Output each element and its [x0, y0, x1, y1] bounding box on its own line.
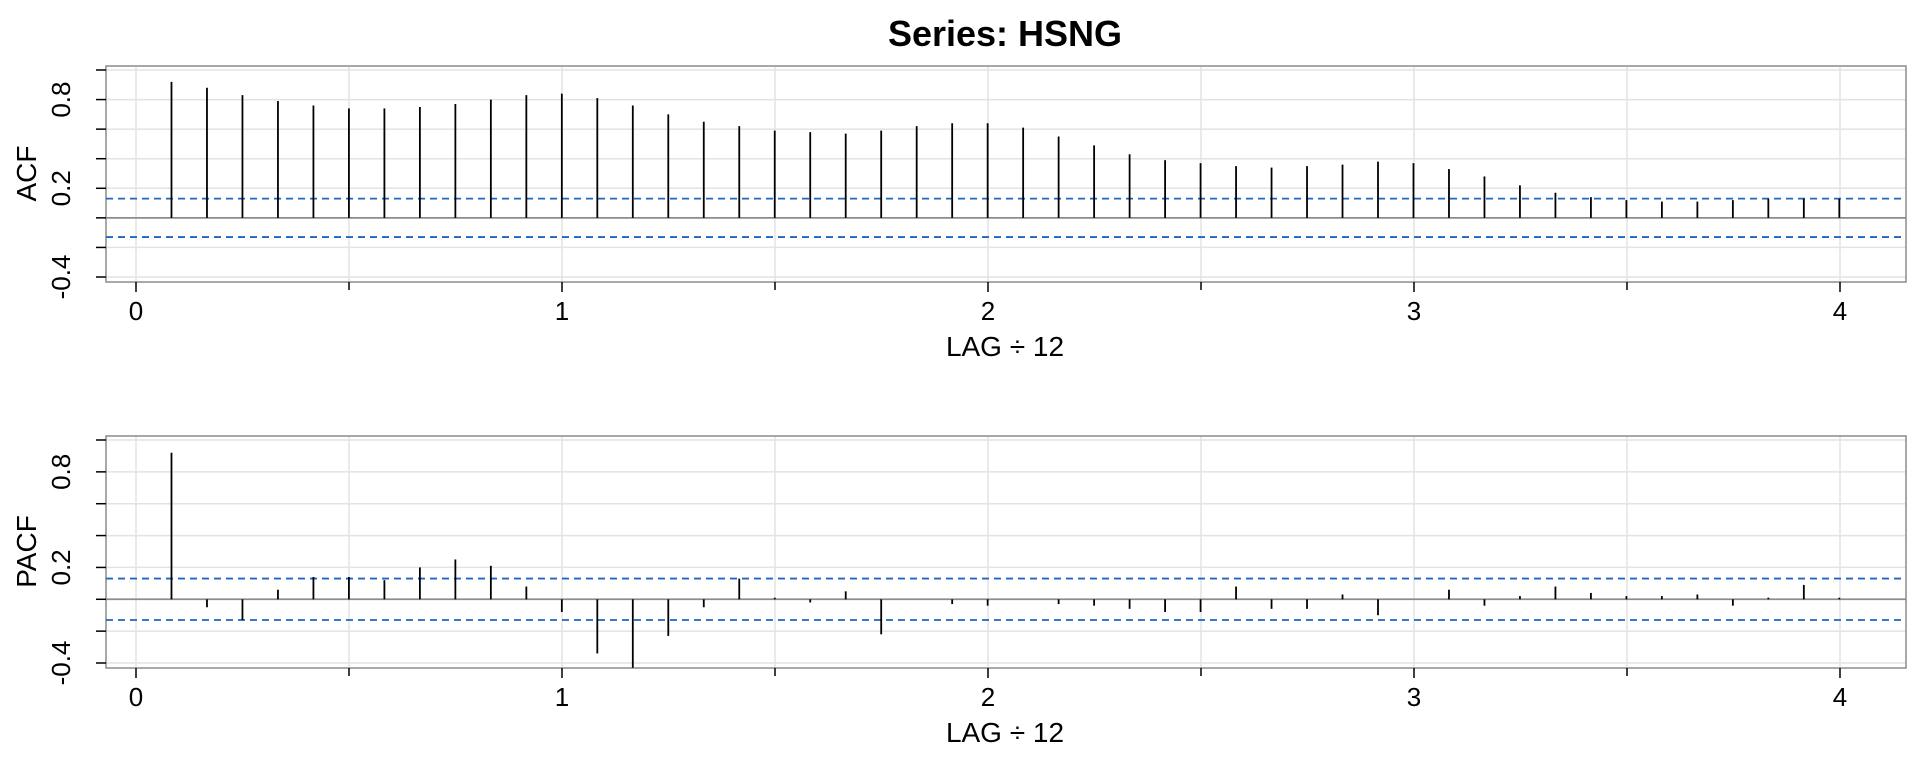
y-axis-label: PACF	[11, 515, 42, 588]
y-axis-label: ACF	[11, 146, 42, 202]
x-tick-label: 3	[1407, 296, 1421, 326]
plot-frame	[105, 435, 1907, 669]
x-tick-label: 2	[981, 682, 995, 712]
y-tick-label: 0.2	[46, 549, 76, 585]
x-tick-label: 1	[555, 682, 569, 712]
y-tick-label: 0.2	[46, 170, 76, 206]
y-tick-label: -0.4	[46, 255, 76, 300]
x-tick-label: 2	[981, 296, 995, 326]
plot-frame	[105, 65, 1907, 283]
x-tick-label: 1	[555, 296, 569, 326]
x-tick-label: 3	[1407, 682, 1421, 712]
x-tick-label: 0	[129, 682, 143, 712]
x-axis-label: LAG ÷ 12	[946, 331, 1064, 362]
x-tick-label: 0	[129, 296, 143, 326]
x-tick-label: 4	[1833, 296, 1847, 326]
y-tick-label: -0.4	[46, 641, 76, 686]
y-tick-label: 0.8	[46, 454, 76, 490]
chart-title: Series: HSNG	[888, 13, 1122, 54]
y-tick-label: 0.8	[46, 81, 76, 117]
x-axis-label: LAG ÷ 12	[946, 717, 1064, 748]
x-tick-label: 4	[1833, 682, 1847, 712]
